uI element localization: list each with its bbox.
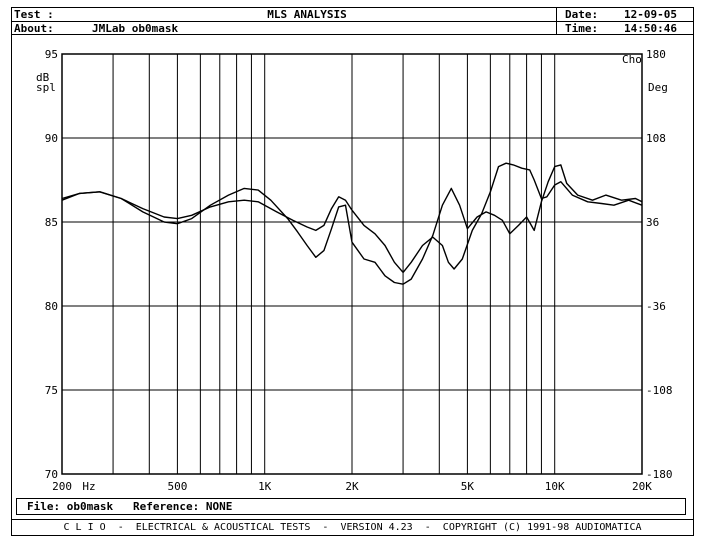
header-panel: Test : MLS ANALYSIS About: JMLab ob0mask…: [11, 7, 694, 35]
y-tick-label: 70: [45, 468, 58, 481]
about-value: JMLab ob0mask: [92, 22, 179, 35]
x-axis-label: Hz: [82, 480, 95, 493]
y2-tick-label: -108: [646, 384, 673, 397]
file-label: File:: [27, 500, 61, 513]
time-value: 14:50:46: [624, 22, 677, 35]
page-title: MLS ANALYSIS: [267, 8, 347, 21]
plot-area-border: [61, 53, 643, 475]
y-tick-label: 80: [45, 300, 58, 313]
date-value: 12-09-05: [624, 8, 677, 21]
x-tick-label: 10K: [545, 480, 565, 493]
about-label: About:: [14, 22, 54, 35]
time-label: Time:: [565, 22, 599, 35]
file-value: ob0mask: [66, 500, 114, 513]
y-tick-label: 90: [45, 132, 58, 145]
response-curve-2: [61, 164, 643, 285]
x-tick-label: 500: [167, 480, 187, 493]
y2-tick-label: 108: [646, 132, 666, 145]
response-curve-1: [61, 162, 643, 274]
chart-labels: 95 90 85 80 75 70 180 108 36 -36 -108 -180 200 500 1K 2…: [36, 48, 673, 493]
x-tick-label: 1K: [258, 480, 272, 493]
y2-tick-label: -36: [646, 300, 666, 313]
x-tick-label: 5K: [461, 480, 475, 493]
y2-tick-label: 180: [646, 48, 666, 61]
test-label: Test :: [14, 8, 54, 21]
date-label: Date:: [565, 8, 599, 21]
reference-label: Reference:: [132, 500, 200, 513]
y-tick-label: 95: [45, 48, 58, 61]
chart-series: [61, 162, 643, 285]
y-axis-label: dB: [36, 71, 50, 84]
y2-corner-label: Cho: [622, 53, 642, 66]
reference-value: NONE: [205, 500, 233, 513]
y-axis-label-unit: spl: [36, 81, 56, 94]
y2-axis-label: Deg: [648, 81, 668, 94]
x-tick-label: 200: [52, 480, 72, 493]
x-tick-label: 20K: [632, 480, 652, 493]
footer-banner: C L I O - ELECTRICAL & ACOUSTICAL TESTS …: [11, 519, 694, 536]
chart-grid: [62, 53, 642, 475]
header-divider: [12, 21, 693, 22]
y2-tick-label: -180: [646, 468, 673, 481]
x-tick-label: 2K: [345, 480, 359, 493]
file-info-bar: File: ob0mask Reference: NONE: [16, 498, 686, 515]
y-tick-label: 85: [45, 216, 58, 229]
y2-tick-label: 36: [646, 216, 659, 229]
y-tick-label: 75: [45, 384, 58, 397]
header-column-divider: [556, 8, 557, 34]
